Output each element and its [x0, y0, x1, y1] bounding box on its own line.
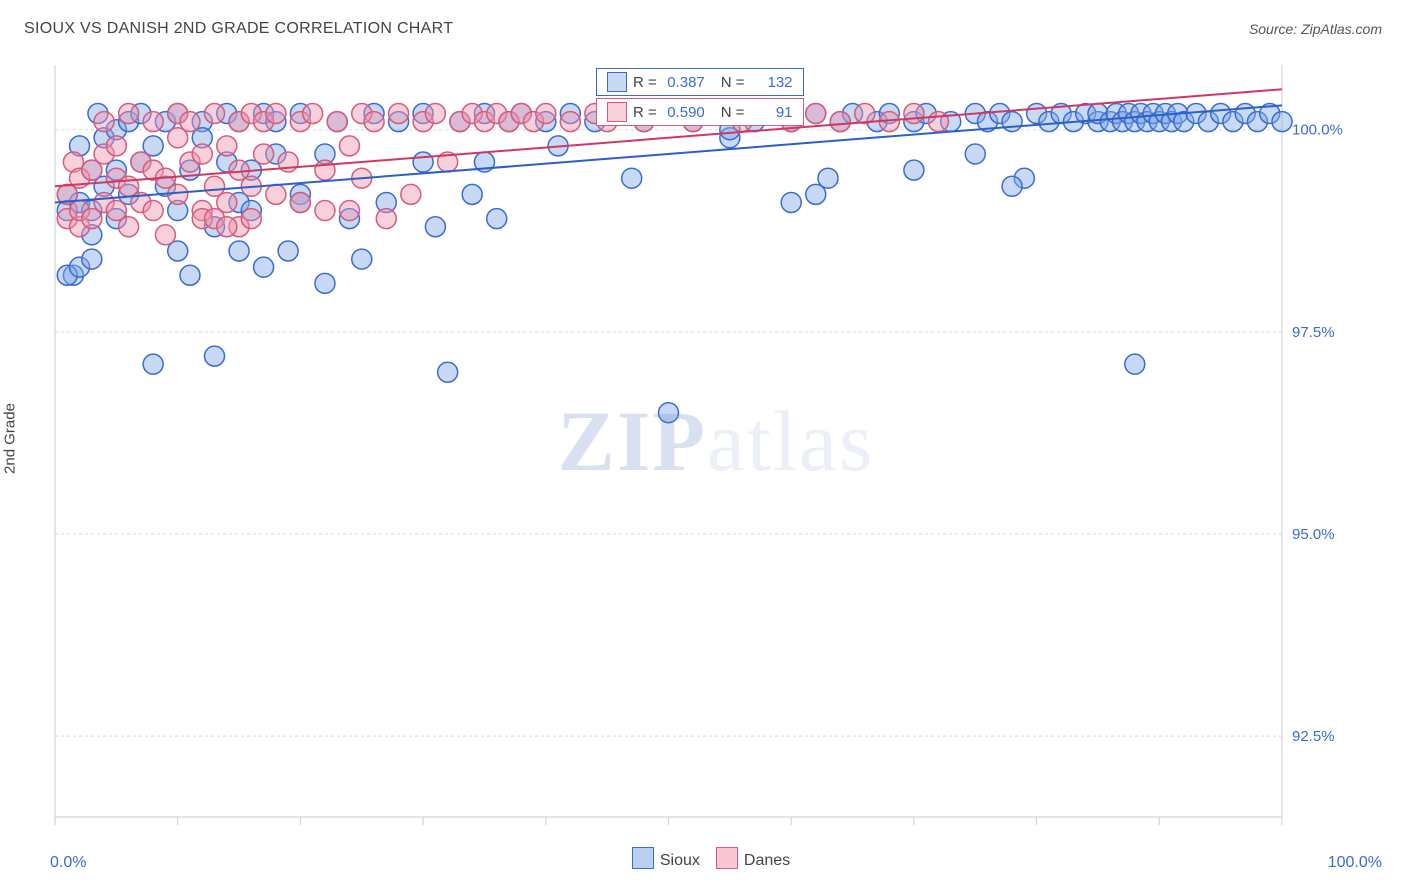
data-point [143, 201, 163, 221]
x-min-label: 0.0% [50, 854, 86, 872]
data-point [1272, 112, 1292, 132]
data-point [339, 201, 359, 221]
data-point [401, 184, 421, 204]
data-point [106, 136, 126, 156]
n-value: 91 [751, 104, 793, 121]
n-value: 132 [751, 74, 793, 91]
data-point [781, 192, 801, 212]
r-label: R = [633, 74, 657, 91]
data-point [315, 201, 335, 221]
r-label: R = [633, 104, 657, 121]
series-swatch [607, 72, 627, 92]
data-point [217, 136, 237, 156]
data-point [1002, 112, 1022, 132]
legend-swatch [632, 847, 654, 869]
data-point [254, 257, 274, 277]
data-point [425, 104, 445, 124]
source-label: Source: ZipAtlas.com [1249, 21, 1382, 37]
data-point [904, 104, 924, 124]
data-point [315, 160, 335, 180]
legend-label: Danes [744, 852, 790, 869]
data-point [622, 168, 642, 188]
data-point [659, 403, 679, 423]
data-point [389, 104, 409, 124]
data-point [352, 249, 372, 269]
data-point [205, 104, 225, 124]
legend: Sioux Danes [0, 847, 1406, 870]
data-point [413, 152, 433, 172]
data-point [965, 144, 985, 164]
data-point [315, 273, 335, 293]
data-point [241, 209, 261, 229]
data-point [217, 217, 237, 237]
legend-label: Sioux [660, 852, 700, 869]
data-point [192, 144, 212, 164]
y-tick-label: 92.5% [1292, 728, 1335, 745]
data-point [560, 112, 580, 132]
data-point [290, 192, 310, 212]
data-point [180, 112, 200, 132]
data-point [1002, 176, 1022, 196]
data-point [462, 184, 482, 204]
legend-swatch [716, 847, 738, 869]
data-point [425, 217, 445, 237]
data-point [376, 209, 396, 229]
data-point [1125, 354, 1145, 374]
data-point [266, 104, 286, 124]
data-point [254, 144, 274, 164]
x-max-label: 100.0% [1328, 854, 1382, 872]
data-point [806, 104, 826, 124]
y-tick-label: 100.0% [1292, 122, 1343, 139]
y-axis-title: 2nd Grade [2, 403, 19, 474]
r-value: 0.590 [663, 104, 705, 121]
data-point [143, 112, 163, 132]
data-point [327, 112, 347, 132]
n-label: N = [721, 74, 745, 91]
data-point [119, 217, 139, 237]
data-point [339, 136, 359, 156]
r-value: 0.387 [663, 74, 705, 91]
plot-area: 92.5%95.0%97.5%100.0% ZIPatlas R =0.387N… [50, 50, 1382, 832]
data-point [180, 265, 200, 285]
data-point [143, 354, 163, 374]
data-point [438, 362, 458, 382]
data-point [278, 241, 298, 261]
scatter-chart: 92.5% 95.0% 97.5% 100.0% [50, 50, 1382, 832]
data-point [155, 225, 175, 245]
y-tick-label: 97.5% [1292, 324, 1335, 341]
correlation-stat-box: R = 0.387 N = 132 [596, 68, 804, 96]
data-point [266, 184, 286, 204]
data-point [94, 112, 114, 132]
data-point [536, 104, 556, 124]
data-point [487, 209, 507, 229]
correlation-stat-box: R = 0.590 N = 91 [596, 98, 804, 126]
data-point [855, 104, 875, 124]
n-label: N = [721, 104, 745, 121]
data-point [229, 241, 249, 261]
data-point [303, 104, 323, 124]
chart-title: SIOUX VS DANISH 2ND GRADE CORRELATION CH… [24, 20, 453, 38]
data-point [205, 346, 225, 366]
data-point [364, 112, 384, 132]
y-tick-label: 95.0% [1292, 526, 1335, 543]
series-swatch [607, 102, 627, 122]
data-point [830, 112, 850, 132]
data-point [806, 184, 826, 204]
data-point [904, 160, 924, 180]
data-point [168, 184, 188, 204]
data-point [82, 249, 102, 269]
data-point [928, 112, 948, 132]
data-point [119, 104, 139, 124]
